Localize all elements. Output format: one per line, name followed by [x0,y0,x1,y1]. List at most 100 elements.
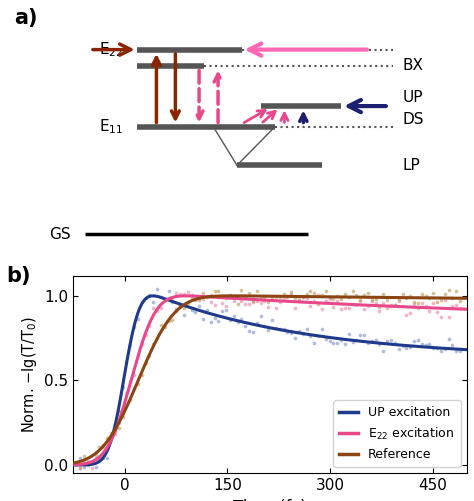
Point [199,295,207,303]
Point [410,299,418,307]
Point [103,434,111,442]
Point [253,287,261,295]
Point [84,460,92,468]
Point [207,319,215,327]
Point [330,303,337,311]
Point [441,345,448,353]
Point [253,297,261,305]
Point [261,297,268,305]
Point [191,295,199,303]
Point [207,291,215,299]
Point [330,295,337,303]
Point [402,344,410,352]
Point [314,300,322,308]
Point [426,307,433,315]
Point [410,337,418,345]
Point [456,297,464,305]
Point [364,339,372,347]
Point [138,371,146,379]
Point [81,452,88,460]
Point [207,298,215,306]
Point [310,289,318,297]
Point [195,297,203,305]
Point [414,305,422,313]
Point [303,325,310,333]
Point [437,296,445,304]
Point [292,295,299,303]
Point [249,297,257,305]
Point [356,297,364,305]
Point [249,298,257,306]
Point [437,347,445,355]
Point [130,323,138,331]
Point [115,424,122,432]
Text: E$_{22}$: E$_{22}$ [99,40,123,59]
Point [161,323,168,331]
Point [429,300,437,308]
Point [92,462,100,470]
Point [138,298,146,306]
Point [452,301,460,309]
Point [165,317,173,325]
Point [406,343,414,351]
Point [391,301,399,309]
Point [84,457,92,465]
Point [165,288,173,296]
Point [96,443,103,451]
Point [376,303,383,311]
Point [268,293,276,301]
Point [299,330,307,338]
Point [215,293,222,301]
Point [288,329,295,337]
Point [100,441,107,449]
Point [134,315,142,323]
Point [441,296,448,304]
Point [341,340,349,348]
Point [387,303,395,311]
Point [295,295,303,303]
Point [322,287,329,295]
Point [123,358,130,366]
Point [399,302,406,310]
Point [380,290,387,298]
Point [418,299,426,307]
Point [149,304,157,312]
Point [237,297,245,305]
Point [230,293,237,301]
Text: UP: UP [403,90,423,105]
Point [127,341,134,349]
Point [330,339,337,347]
Point [195,302,203,310]
Text: b): b) [7,266,31,286]
Point [169,294,176,302]
Point [410,300,418,308]
Point [123,401,130,409]
Point [268,316,276,324]
Point [372,336,380,344]
Point [257,300,264,308]
Point [188,294,195,302]
Point [215,287,222,295]
Point [402,311,410,319]
Point [100,453,107,461]
Point [341,304,349,312]
Point [391,339,399,347]
Point [261,293,268,301]
Point [448,294,456,302]
Point [422,303,429,311]
Point [257,313,264,321]
Point [241,300,249,308]
Point [127,377,134,385]
Point [360,305,368,313]
Point [92,451,100,459]
Point [426,294,433,302]
Point [118,413,126,421]
Text: DS: DS [403,112,424,127]
Point [276,298,283,306]
Point [153,286,161,294]
Point [414,336,422,344]
Text: GS: GS [49,227,71,241]
Point [452,347,460,355]
Point [111,430,118,438]
Point [84,460,92,468]
